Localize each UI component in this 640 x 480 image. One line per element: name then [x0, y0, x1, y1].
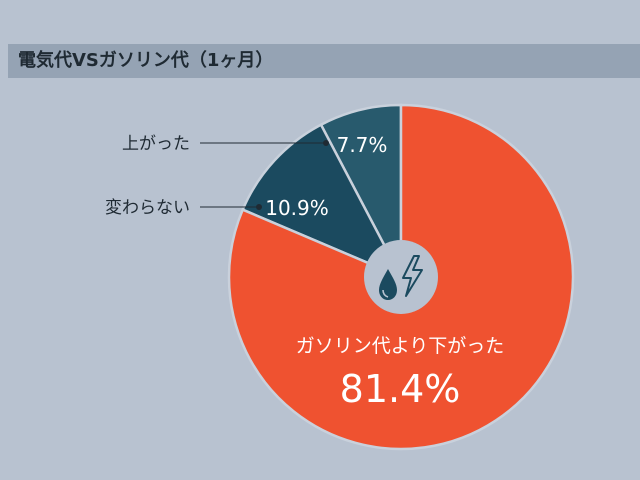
center-circle [364, 240, 438, 314]
value-label-up: 7.7% [337, 133, 388, 157]
water-drop-icon [379, 269, 397, 300]
leader-dot-same [256, 204, 262, 210]
leader-dot-up [323, 140, 329, 146]
label-down: ガソリン代より下がった [296, 335, 505, 357]
value-label-same: 10.9% [265, 196, 329, 220]
title-bar: 電気代VSガソリン代（1ヶ月） [8, 44, 640, 78]
lightning-icon [402, 255, 423, 297]
pie-slice-same [241, 123, 404, 280]
label-up: 上がった [122, 134, 190, 154]
label-same: 変わらない [105, 198, 190, 218]
chart-title: 電気代VSガソリン代（1ヶ月） [18, 50, 274, 71]
value-label-down: 81.4% [340, 367, 461, 411]
